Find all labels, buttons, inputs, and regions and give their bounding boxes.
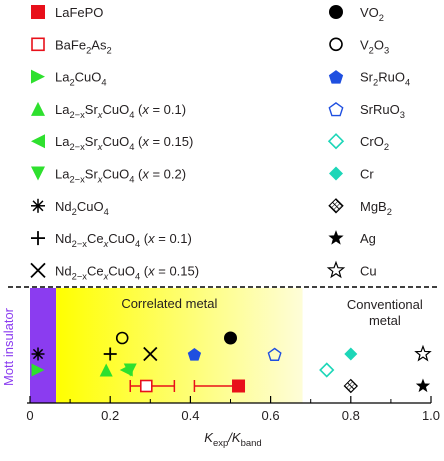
legend-item: CrO2 <box>327 133 389 152</box>
data-point-bafe2as2 <box>129 379 176 393</box>
legend-marker-star-filled-icon <box>328 230 344 245</box>
region-label-conventional-metal-line2: metal <box>369 313 401 328</box>
legend-label: SrRuO3 <box>360 102 405 120</box>
legend-marker-hatched-icon <box>328 198 344 214</box>
legend-marker-diamond-open-icon <box>327 133 345 150</box>
legend-item: SrRuO3 <box>328 102 405 120</box>
legend-item: BaFe2As2 <box>31 37 112 55</box>
legend-label: BaFe2As2 <box>55 37 112 55</box>
legend-item: Sr2RuO4 <box>328 70 410 88</box>
data-point-nd2-xcexcuo4-x-0-15- <box>143 346 158 362</box>
legend-marker-circle-open-icon <box>329 37 343 52</box>
legend-item: Nd2−xCexCuO4 (x = 0.15) <box>30 262 199 281</box>
legend-label: MgB2 <box>360 199 392 217</box>
x-tick-label: 0.6 <box>262 408 280 423</box>
legend-label: LaFePO <box>55 5 103 20</box>
legend-marker-tri-left-icon <box>31 134 45 149</box>
region-label-correlated-metal: Correlated metal <box>121 296 217 311</box>
legend-label: CrO2 <box>360 134 389 152</box>
legend-item: La2−xSrxCuO4 (x = 0.15) <box>31 134 193 152</box>
legend-label: Cr <box>360 167 374 182</box>
legend-item: Nd2CuO4 <box>31 198 109 217</box>
legend-item: Ag <box>328 230 376 246</box>
region-label-mott-insulator: Mott insulator <box>1 307 16 386</box>
x-axis-label: Kexp/Kband <box>204 430 261 449</box>
legend-item: Cu <box>326 260 377 279</box>
legend-item: La2−xSrxCuO4 (x = 0.2) <box>31 166 186 185</box>
legend-marker-plus-icon <box>31 231 45 246</box>
data-point-srruo3 <box>267 347 282 361</box>
data-point-cro2 <box>319 362 335 378</box>
legend-marker-tri-down-icon <box>31 166 45 181</box>
region-label-conventional-metal-line1: Conventional <box>347 297 423 312</box>
legend-item: Nd2−xCexCuO4 (x = 0.1) <box>31 231 192 249</box>
legend-label: Nd2−xCexCuO4 (x = 0.15) <box>55 263 199 281</box>
legend-label: Nd2−xCexCuO4 (x = 0.1) <box>55 231 192 249</box>
data-point-la2-xsrxcuo4-x-0-2- <box>123 363 137 377</box>
data-point-nd2cuo4 <box>31 347 45 361</box>
legend: LaFePO BaFe2As2 La2CuO4 La2−xSrxCuO4 (x = 0… <box>30 5 410 281</box>
legend-item: La2−xSrxCuO4 (x = 0.1) <box>31 101 186 120</box>
data-point-vo2 <box>224 331 237 345</box>
x-tick-label: 0 <box>26 408 33 423</box>
legend-label: VO2 <box>360 5 384 23</box>
legend-item: La2CuO4 <box>31 69 107 88</box>
x-tick-label: 0.4 <box>181 408 199 423</box>
data-point-lafepo <box>193 379 246 393</box>
data-point-nd2-xcexcuo4-x-0-1- <box>103 347 117 361</box>
region-mott-insulator <box>30 288 57 403</box>
data-point-la2-xsrxcuo4-x-0-1- <box>99 363 113 377</box>
data-point-cu <box>414 344 432 362</box>
legend-label: Sr2RuO4 <box>360 70 410 88</box>
legend-marker-square-filled-icon <box>31 5 45 19</box>
x-tick-label: 0.8 <box>342 408 360 423</box>
legend-label: La2−xSrxCuO4 (x = 0.2) <box>55 167 186 185</box>
legend-label: La2CuO4 <box>55 70 107 88</box>
legend-marker-circle-filled-icon <box>329 5 343 19</box>
legend-label: Cu <box>360 263 377 278</box>
legend-label: V2O3 <box>360 37 389 55</box>
region-conventional-metal <box>302 288 431 403</box>
data-point-sr2ruo4 <box>187 348 202 361</box>
legend-marker-diamond-filled-icon <box>329 166 343 181</box>
legend-item: Cr <box>329 166 374 182</box>
legend-label: Ag <box>360 231 376 246</box>
legend-marker-cross-icon <box>30 262 46 279</box>
legend-marker-tri-right-icon <box>31 69 45 84</box>
legend-marker-square-open-icon <box>31 37 45 52</box>
x-tick-label: 0.2 <box>101 408 119 423</box>
x-tick-label: 1.0 <box>422 408 440 423</box>
data-point-v2o3 <box>115 331 129 345</box>
legend-item: V2O3 <box>329 37 389 55</box>
legend-marker-star-open-icon <box>326 260 346 279</box>
data-point-cr <box>344 347 358 361</box>
legend-item: VO2 <box>329 5 384 23</box>
legend-item: MgB2 <box>328 198 392 217</box>
legend-marker-asterisk-icon <box>31 198 45 213</box>
legend-label: Nd2CuO4 <box>55 199 109 217</box>
legend-marker-pentagon-filled-icon <box>328 70 344 84</box>
legend-item: LaFePO <box>31 5 103 20</box>
data-point-mgb2 <box>343 378 359 394</box>
legend-marker-tri-up-icon <box>31 101 45 116</box>
data-point-la2cuo4 <box>31 363 45 377</box>
legend-label: La2−xSrxCuO4 (x = 0.1) <box>55 102 186 120</box>
legend-marker-pentagon-open-icon <box>328 102 344 117</box>
region-correlated-metal <box>56 288 303 403</box>
legend-label: La2−xSrxCuO4 (x = 0.15) <box>55 134 193 152</box>
data-point-ag <box>415 378 431 393</box>
plot-area: Mott insulator Correlated metal Convention… <box>1 286 440 449</box>
